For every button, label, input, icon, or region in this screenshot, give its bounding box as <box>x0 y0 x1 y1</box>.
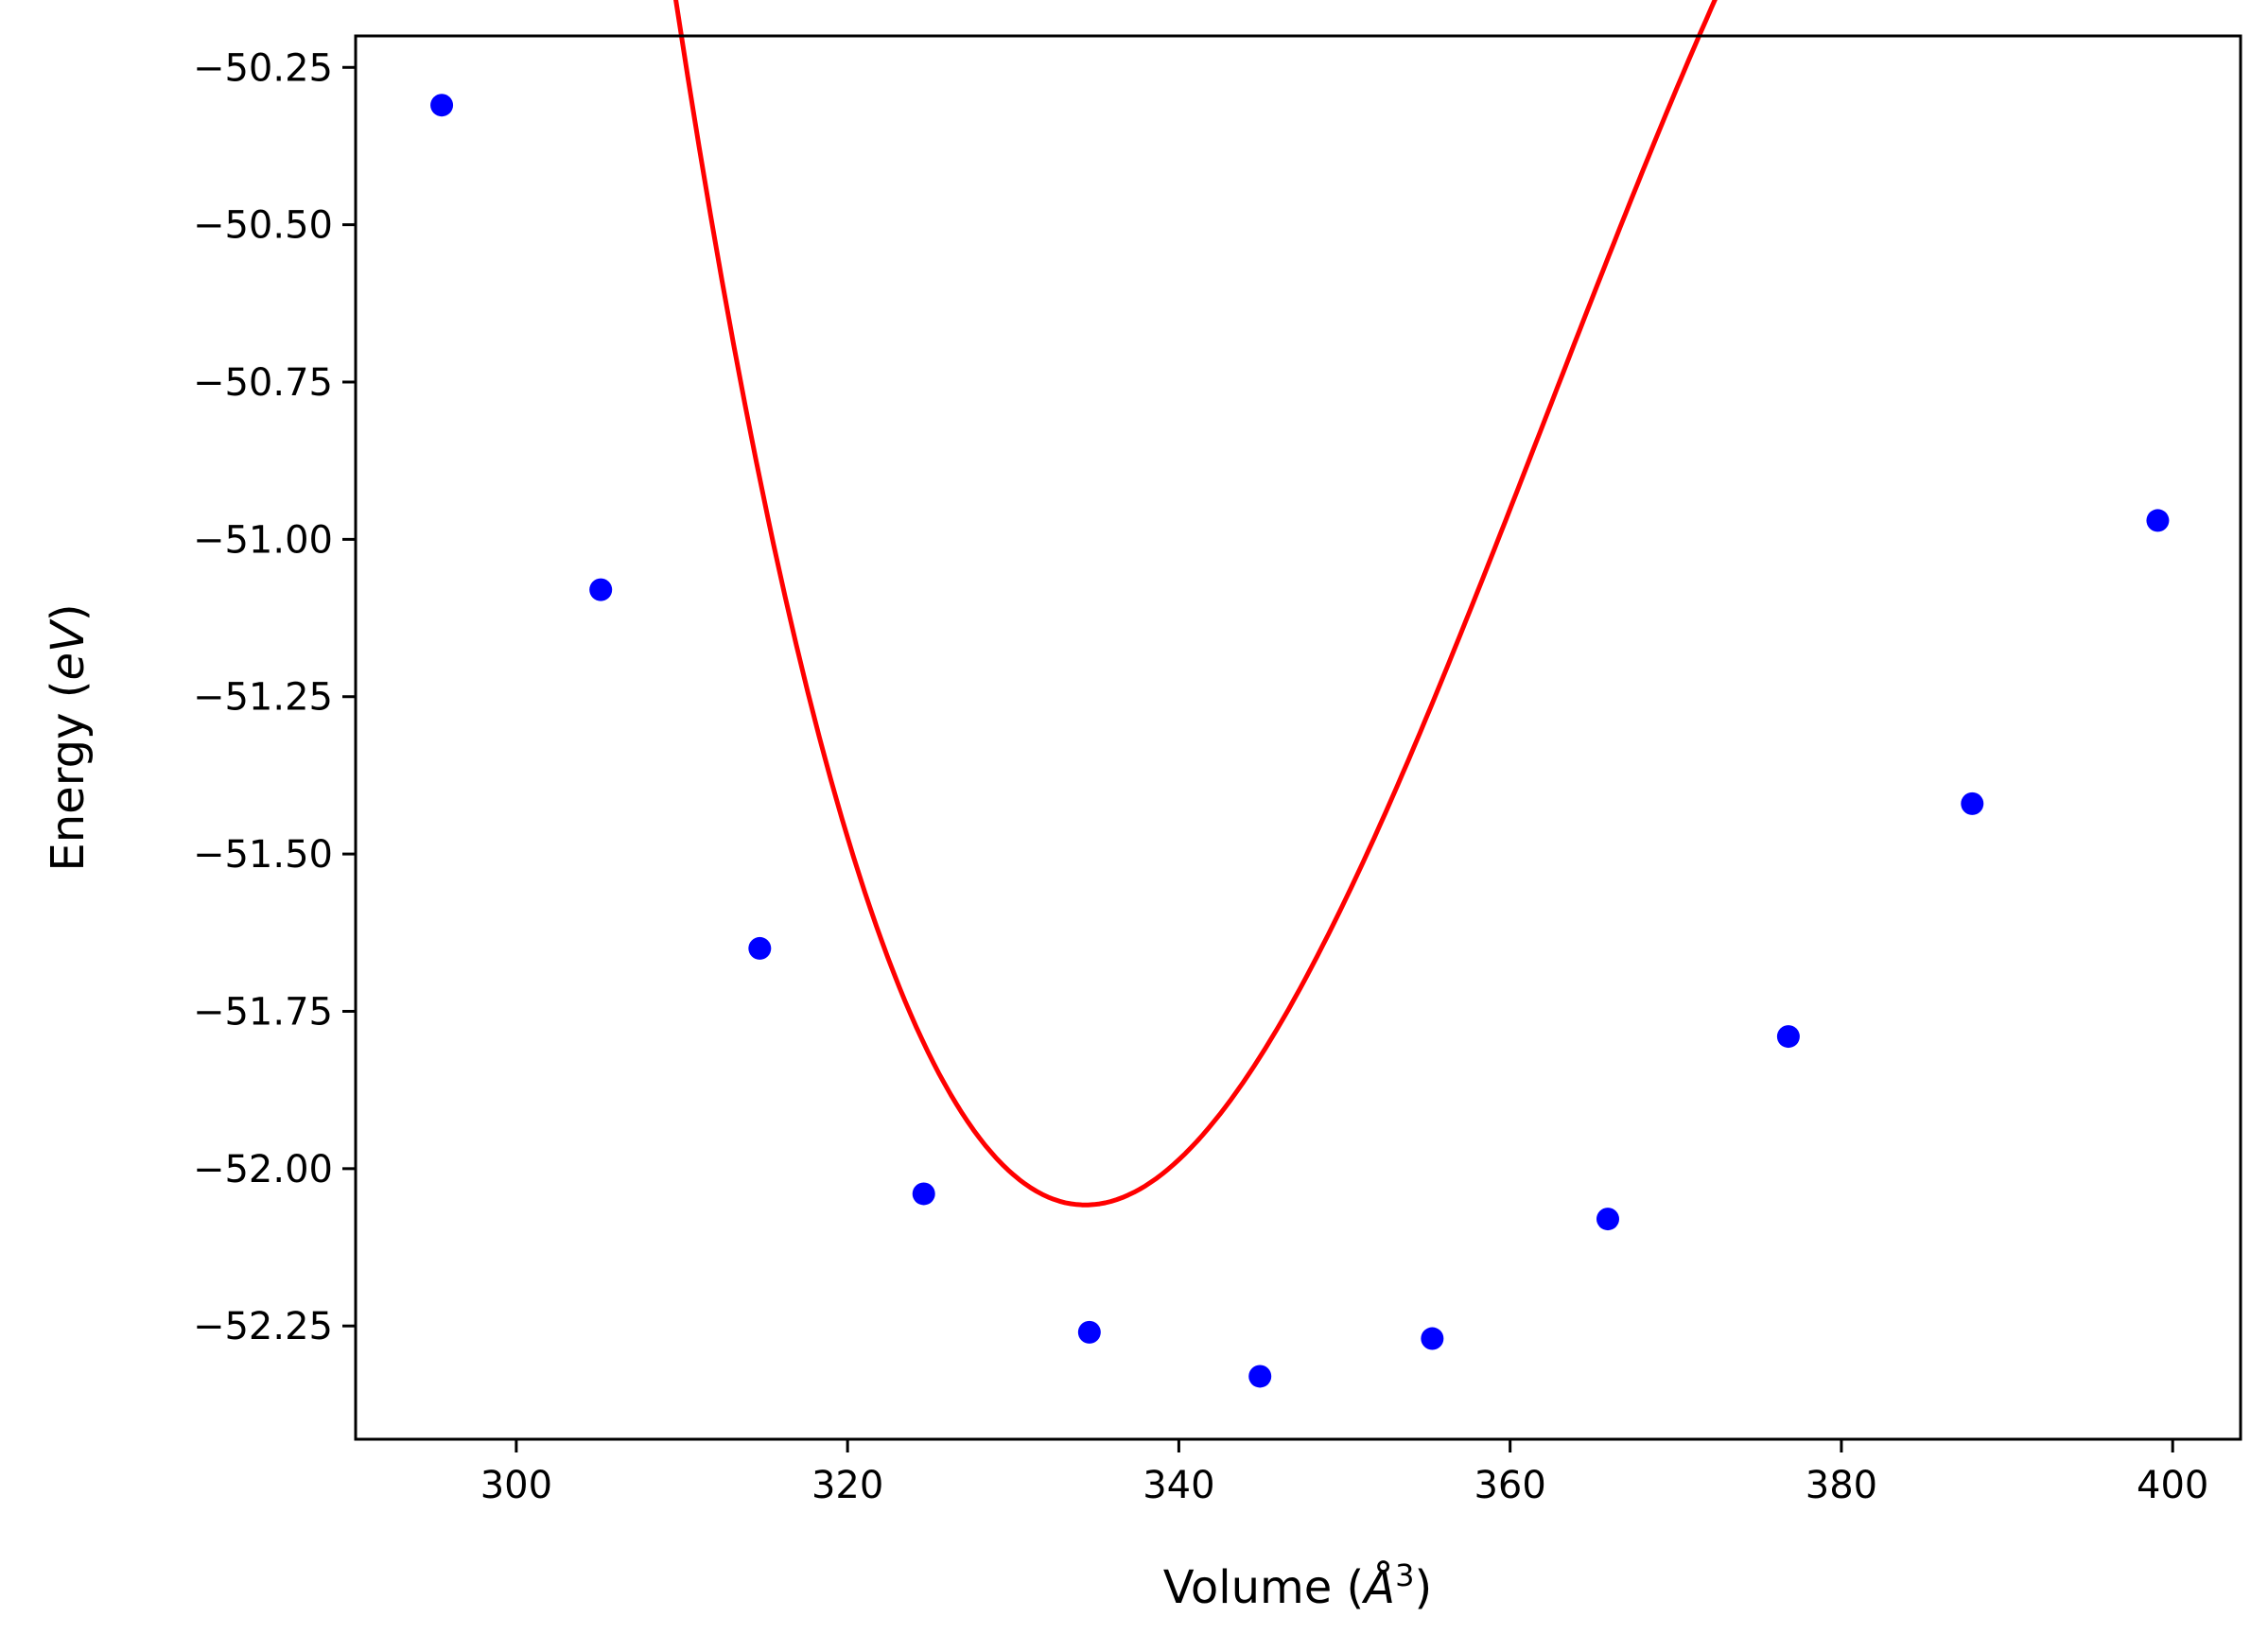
data-point <box>1248 1365 1272 1388</box>
y-axis-title: Energy (eV) <box>42 603 95 871</box>
x-tick-label: 340 <box>1143 1464 1214 1507</box>
data-point <box>912 1182 935 1206</box>
y-tick-label: −51.25 <box>193 676 333 720</box>
data-points-layer <box>430 94 2170 1388</box>
fit-curve <box>673 0 1718 1208</box>
y-axis: −50.25 −50.50 −50.75 −51.00 −51.25 −51.50 −51.… <box>193 46 356 1348</box>
y-tick-label: −52.25 <box>193 1305 333 1348</box>
x-axis-title: Volume (Å3) <box>1163 1557 1432 1614</box>
plot-area <box>356 36 2241 1439</box>
fit-curve-layer <box>673 0 1718 1208</box>
data-point <box>1961 791 1984 815</box>
x-tick-label: 380 <box>1806 1464 1877 1507</box>
x-tick-label: 300 <box>480 1464 552 1507</box>
data-point <box>430 94 454 117</box>
x-axis: 300 320 340 360 380 400 <box>480 1439 2208 1507</box>
data-point <box>1776 1025 1800 1049</box>
y-tick-label: −50.25 <box>193 46 333 90</box>
y-tick-label: −51.00 <box>193 518 333 562</box>
y-tick-label: −51.75 <box>193 990 333 1034</box>
data-point <box>2146 509 2170 532</box>
data-point <box>1421 1327 1444 1350</box>
y-tick-label: −50.50 <box>193 204 333 248</box>
data-point <box>748 936 772 960</box>
x-tick-label: 320 <box>811 1464 883 1507</box>
x-tick-label: 360 <box>1474 1464 1545 1507</box>
plot-frame <box>354 34 2242 1441</box>
data-point <box>1596 1208 1619 1231</box>
y-tick-label: −51.50 <box>193 833 333 877</box>
data-point <box>589 578 613 601</box>
y-tick-label: −52.00 <box>193 1148 333 1191</box>
data-point <box>1077 1320 1101 1344</box>
y-tick-label: −50.75 <box>193 361 333 405</box>
x-tick-label: 400 <box>2137 1464 2208 1507</box>
